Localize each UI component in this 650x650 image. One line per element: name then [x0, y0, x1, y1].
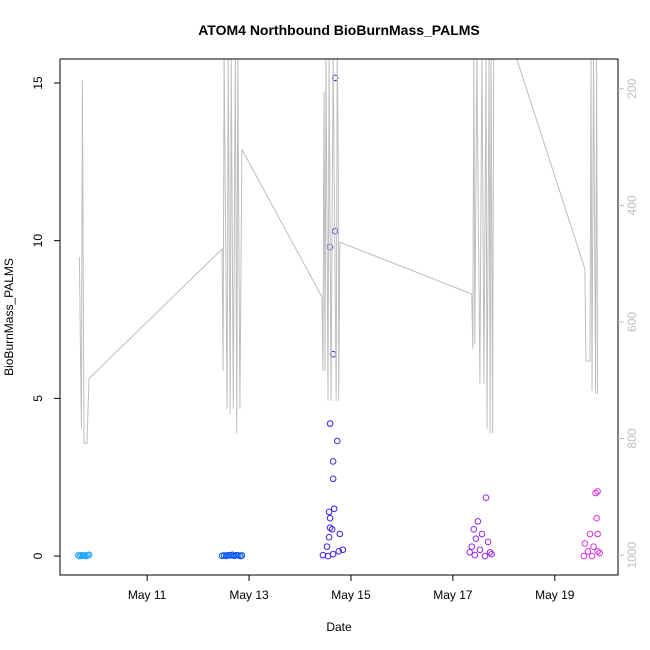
y-tick-label: 0: [31, 552, 45, 559]
chart-title: ATOM4 Northbound BioBurnMass_PALMS: [198, 22, 480, 38]
y-tick-label: 5: [31, 395, 45, 402]
y-axis-label: BioBurnMass_PALMS: [2, 258, 16, 376]
point: [594, 530, 601, 538]
y2-tick-label: 600: [625, 312, 639, 332]
point: [335, 548, 343, 555]
x-tick-label: May 13: [229, 588, 269, 602]
point: [238, 552, 246, 559]
y2-tick-label: 1000: [625, 542, 639, 569]
point: [584, 548, 592, 555]
y-tick-label: 15: [31, 76, 45, 90]
point: [329, 550, 337, 558]
x-axis-label: Date: [326, 620, 352, 634]
point: [481, 552, 489, 560]
point: [85, 551, 93, 559]
point: [580, 552, 588, 560]
point: [586, 530, 594, 538]
x-tick-label: May 11: [128, 588, 167, 602]
y2-tick-label: 800: [625, 428, 639, 448]
point: [596, 549, 603, 557]
point: [484, 538, 492, 546]
point: [470, 525, 478, 533]
point: [486, 548, 494, 556]
altitude-line: [78, 59, 599, 444]
point: [471, 551, 479, 559]
plot-frame: [59, 58, 619, 576]
point: [476, 546, 484, 554]
point: [326, 420, 334, 427]
x-tick-label: May 15: [331, 588, 371, 602]
point: [323, 543, 331, 550]
point: [581, 540, 589, 547]
point: [326, 514, 334, 522]
point: [82, 552, 90, 560]
x-tick-label: May 19: [535, 588, 575, 602]
point: [472, 535, 480, 543]
point: [594, 488, 601, 495]
point: [466, 548, 474, 556]
point: [76, 552, 84, 560]
point: [474, 518, 482, 525]
point: [478, 530, 486, 538]
y2-tick-label: 400: [625, 195, 639, 215]
y-tick-label: 10: [31, 234, 45, 248]
point: [482, 494, 490, 502]
y2-tick-label: 200: [625, 78, 639, 98]
point: [588, 552, 596, 560]
point: [331, 74, 339, 82]
point: [336, 530, 344, 538]
point: [339, 546, 347, 554]
point: [468, 543, 476, 550]
point: [329, 458, 337, 465]
point: [325, 508, 333, 516]
point: [590, 543, 597, 550]
point: [326, 524, 334, 531]
point: [488, 550, 495, 558]
point: [333, 437, 341, 445]
point: [593, 514, 600, 522]
point: [328, 525, 336, 533]
point: [592, 489, 599, 497]
point: [330, 505, 338, 513]
plot-area: [75, 59, 603, 560]
x-tick-label: May 17: [433, 588, 473, 602]
point: [329, 475, 337, 483]
point: [594, 548, 601, 555]
point: [325, 533, 333, 541]
